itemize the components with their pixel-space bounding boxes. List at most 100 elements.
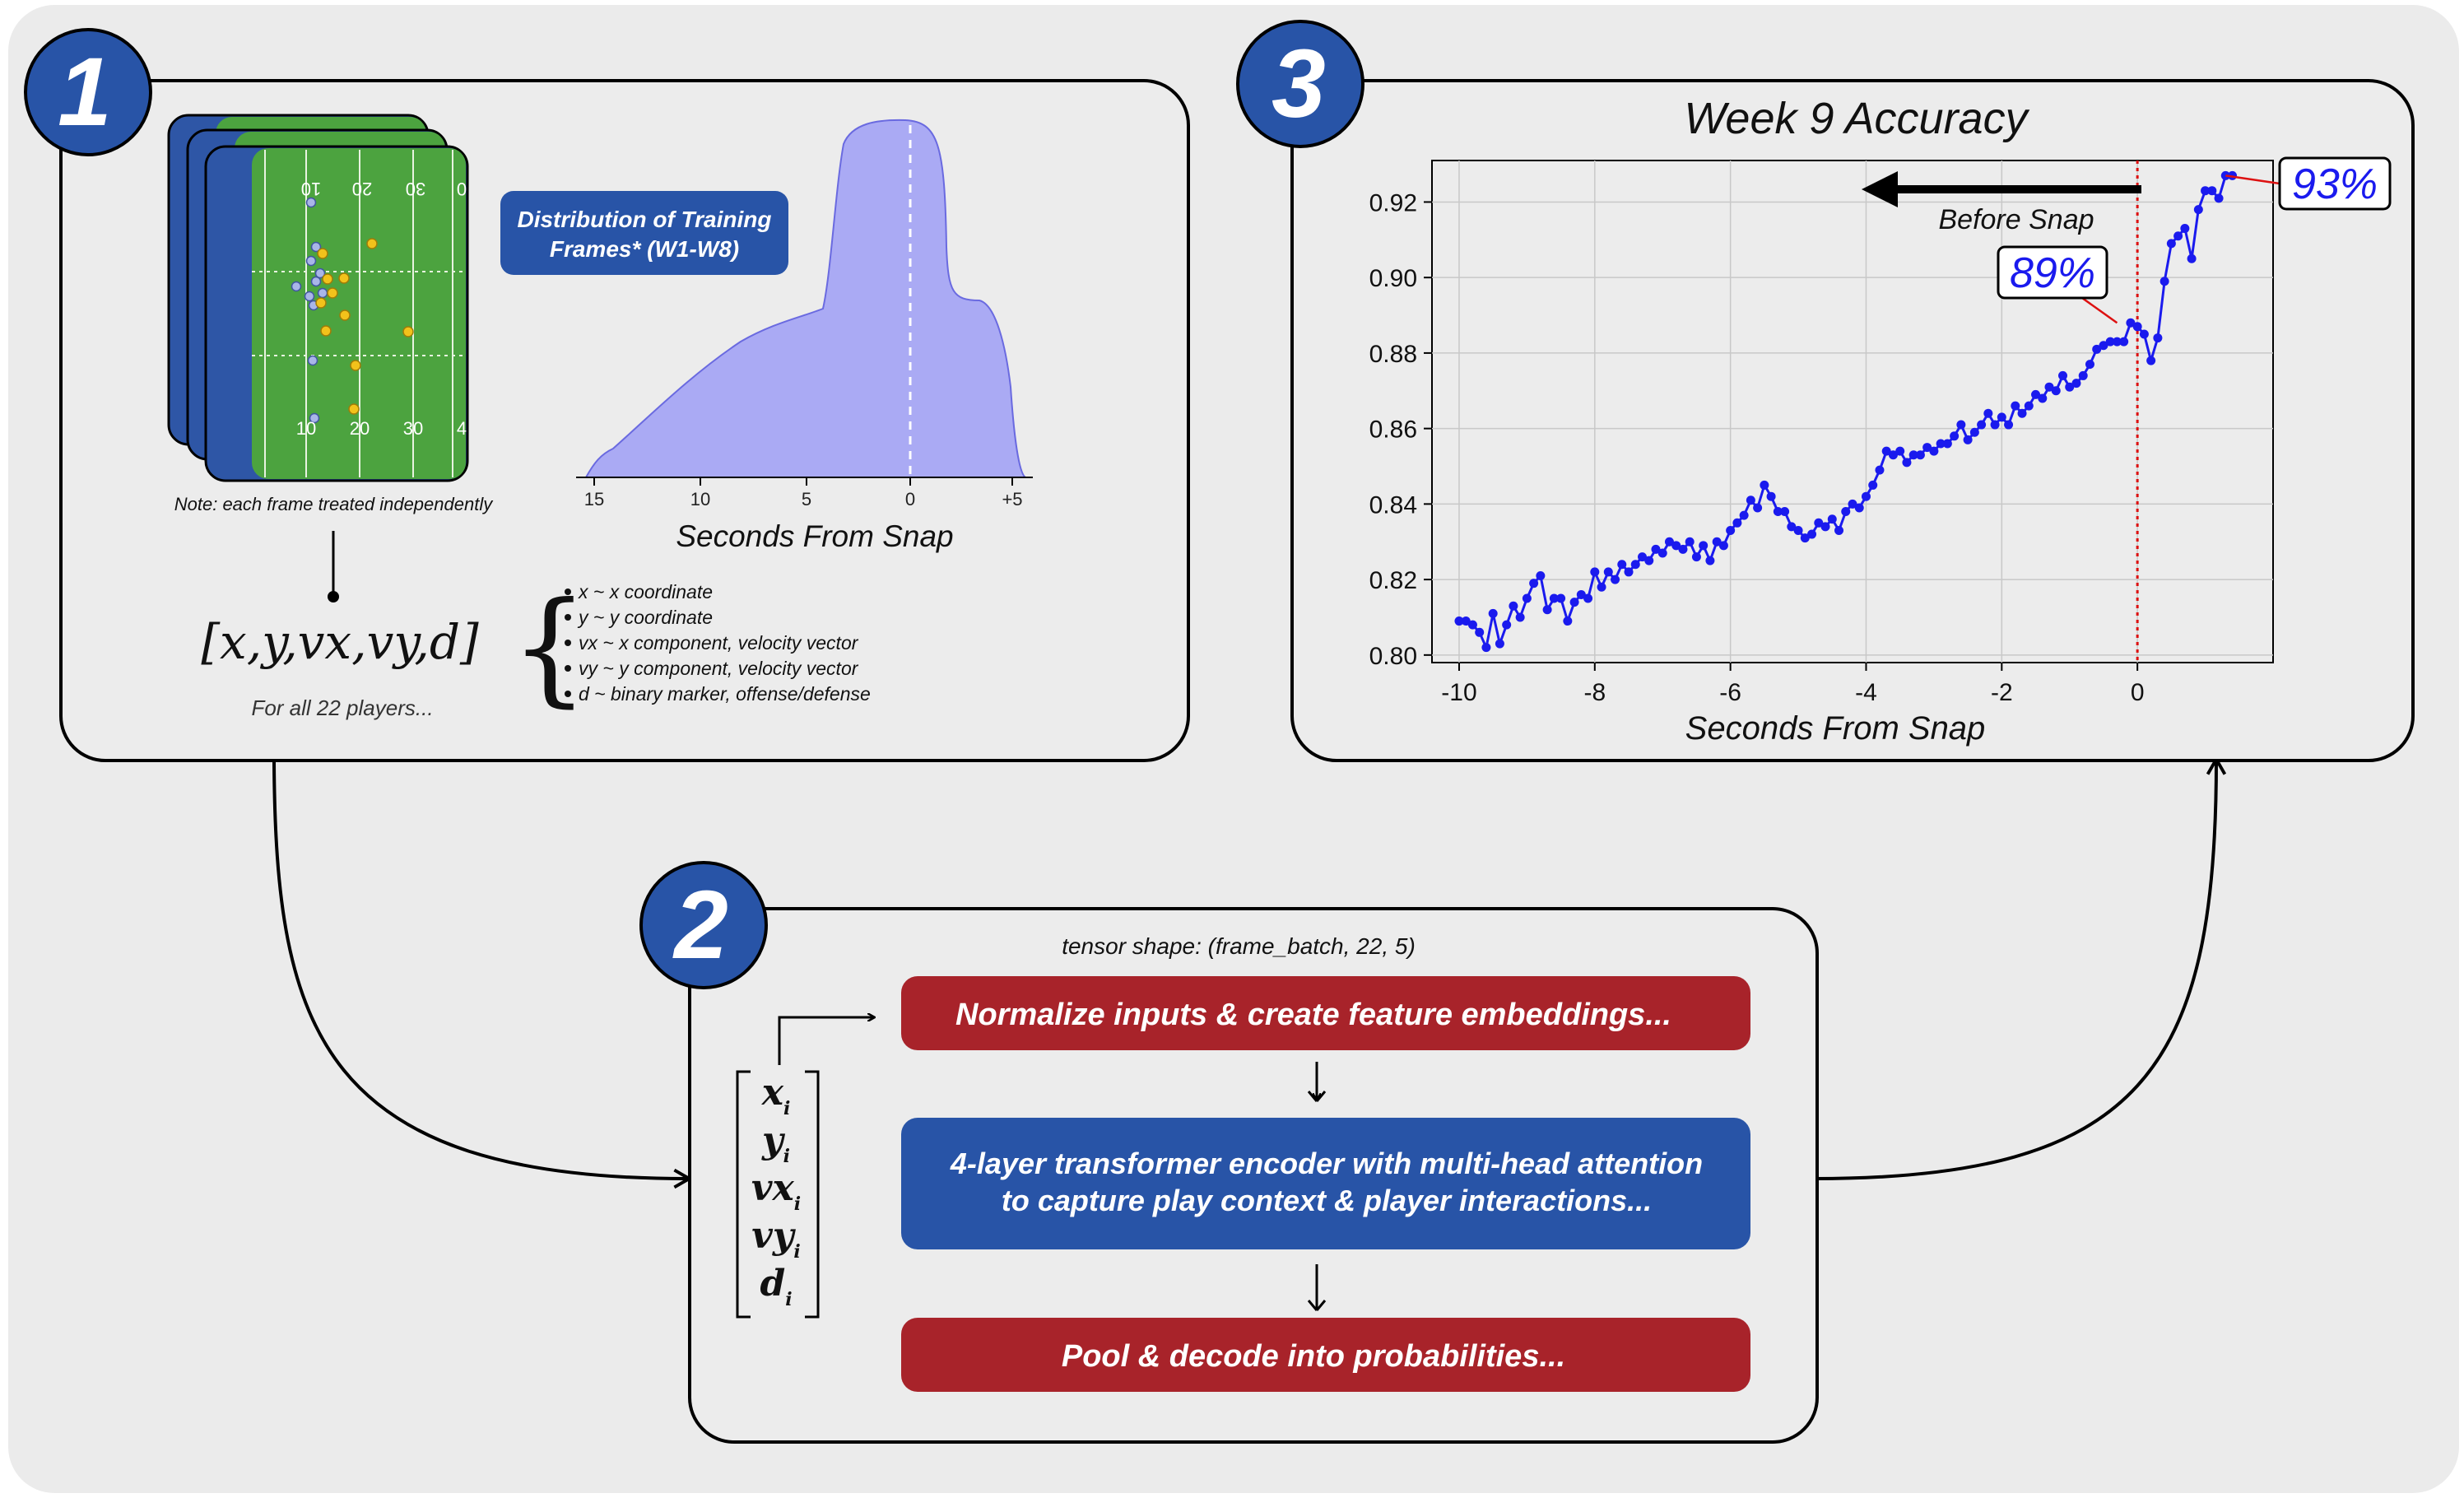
accuracy-point (2099, 341, 2108, 351)
accuracy-point (2146, 356, 2156, 365)
step-pool-label: Pool & decode into probabilities... (1062, 1339, 1565, 1374)
accuracy-point (1718, 541, 1728, 551)
accuracy-point (1522, 593, 1532, 603)
accuracy-point (2153, 333, 2163, 343)
defense-player-dot (317, 248, 328, 259)
badge-2-number: 2 (672, 871, 728, 979)
chart-x-label: Seconds From Snap (1685, 710, 1986, 747)
accuracy-point (1793, 525, 1803, 535)
chart-series (1454, 170, 2238, 653)
annotation-box (2278, 156, 2392, 211)
badge-1-circle (24, 28, 152, 156)
accuracy-point (2139, 329, 2149, 339)
step1-to-step2-arrowhead-left (1307, 1091, 1318, 1102)
definition-item: x ~ x coordinate (578, 581, 713, 602)
vector-right-bracket (805, 1070, 820, 1319)
feature-vector: [x,y,vx,vy,d] (201, 614, 479, 670)
annotation-label: 89% (2010, 249, 2095, 297)
accuracy-point (1861, 491, 1871, 501)
density-area (584, 119, 1029, 478)
accuracy-point (1495, 639, 1504, 649)
x-tick-label: -2 (1991, 679, 2013, 706)
density-tick-label: 0 (905, 489, 915, 509)
accuracy-point (1563, 616, 1573, 626)
offense-player-dot (310, 276, 322, 287)
step-pool-box (901, 1318, 1750, 1392)
accuracy-point (1950, 431, 1960, 441)
panel-3: Week 9 Accuracy 0.80 0.82 0.84 0.86 0.88 0.90… (1290, 79, 2415, 762)
accuracy-point (1963, 435, 1973, 444)
badge-3: 3 (1236, 20, 1364, 148)
offense-player-dot (304, 291, 315, 302)
accuracy-point (1644, 556, 1654, 565)
accuracy-point (2119, 337, 2129, 347)
accuracy-point (2024, 401, 2034, 411)
accuracy-point (2011, 401, 2020, 411)
definition-item: d ~ binary marker, offense/defense (579, 683, 871, 705)
accuracy-point (1685, 537, 1695, 547)
badge-3-circle (1236, 20, 1364, 148)
accuracy-point (1705, 556, 1715, 565)
offense-player-dot (309, 412, 320, 424)
y-tick-label: 0.88 (1369, 341, 1417, 368)
chart-y-ticks: 0.80 0.82 0.84 0.86 0.88 0.90 0.92 (1369, 189, 1432, 670)
distribution-label: Distribution of Training Frames* (W1-W8) (500, 191, 788, 275)
accuracy-point (1834, 525, 1844, 535)
defense-player-dot (348, 403, 360, 415)
y-tick-label: 0.92 (1369, 189, 1417, 216)
step2-to-step3-arrowhead-left (1307, 1300, 1318, 1311)
field-to-vector-dot (328, 591, 339, 602)
accuracy-point (1678, 544, 1688, 554)
field-top-number: 0 (457, 179, 467, 199)
defense-player-dot (315, 297, 327, 309)
connector-panel2-to-panel3 (1814, 756, 2227, 1180)
accuracy-point (2085, 360, 2094, 370)
accuracy-point (1807, 529, 1817, 539)
accuracy-point (1549, 593, 1559, 603)
accuracy-point (1576, 589, 1586, 599)
accuracy-point (1800, 533, 1810, 543)
y-tick-label: 0.90 (1369, 265, 1417, 292)
accuracy-point (1753, 503, 1763, 513)
accuracy-point (1814, 518, 1824, 528)
accuracy-point (1630, 560, 1640, 570)
accuracy-point (1956, 420, 1966, 430)
accuracy-point (1454, 616, 1464, 626)
accuracy-point (2051, 386, 2061, 396)
accuracy-point (1841, 507, 1851, 517)
definition-item: vy ~ y component, velocity vector (579, 658, 859, 679)
accuracy-point (1651, 544, 1661, 554)
y-tick-label: 0.80 (1369, 643, 1417, 670)
accuracy-point (2180, 224, 2190, 234)
field-top-number: 20 (352, 179, 372, 199)
distribution-label-line1: Distribution of Training (517, 207, 771, 232)
step-transformer-line1: 4-layer transformer encoder with multi-h… (950, 1147, 1703, 1180)
accuracy-point (2201, 186, 2211, 196)
density-x-ticks: 15 10 5 0 +5 (584, 477, 1023, 509)
accuracy-point (1915, 450, 1925, 460)
accuracy-point (1597, 582, 1606, 592)
annotation-label: 93% (2292, 160, 2378, 208)
accuracy-point (1827, 514, 1837, 524)
field-bottom-numbers: 10 20 30 4 (296, 418, 467, 439)
bullet-icon (565, 691, 571, 697)
accuracy-point (1664, 537, 1674, 547)
accuracy-point (2004, 420, 2014, 430)
offense-player-dot (317, 287, 328, 299)
vector-caption: For all 22 players... (251, 696, 433, 720)
panel-2: tensor shape: (frame_batch, 22, 5) xi yi… (688, 907, 1819, 1444)
accuracy-point (1461, 616, 1471, 626)
x-tick-label: -10 (1441, 679, 1476, 706)
accuracy-point (1590, 567, 1600, 577)
distribution-label-line2: Frames* (W1-W8) (550, 236, 739, 262)
accuracy-point (2017, 408, 2027, 418)
x-tick-label: -8 (1583, 679, 1606, 706)
density-plot: 15 10 5 0 +5 Seconds From Snap (576, 119, 1033, 553)
step-normalize-box (901, 976, 1750, 1050)
accuracy-point (2207, 186, 2217, 196)
accuracy-point (1488, 608, 1498, 618)
accuracy-point (1502, 620, 1512, 630)
offense-player-dot (307, 355, 318, 366)
accuracy-point (1929, 446, 1939, 456)
accuracy-point (1509, 601, 1518, 611)
